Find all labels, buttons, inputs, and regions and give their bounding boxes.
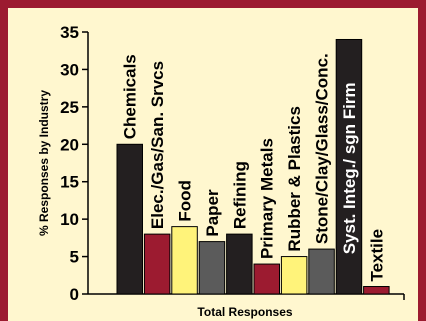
- category-label: Textile: [367, 229, 386, 282]
- category-label: Stone/Clay/Glass/Conc.: [313, 53, 332, 244]
- category-label: Primary Metals: [258, 138, 277, 259]
- category-label: Chemicals: [121, 54, 140, 139]
- y-tick-label: 15: [60, 173, 79, 192]
- category-label: Rubber & Plastics: [285, 106, 304, 252]
- bar: [363, 286, 390, 295]
- category-label: Elec./Gas/San. Srvcs: [148, 61, 167, 229]
- y-tick-label: 30: [60, 60, 79, 79]
- x-axis-label: Total Responses: [197, 305, 292, 319]
- bar: [171, 226, 198, 295]
- y-tick-label: 0: [70, 285, 79, 304]
- bar: [198, 241, 226, 295]
- y-axis-label: % Responses by Industry: [37, 90, 51, 236]
- y-tick-label: 20: [60, 135, 79, 154]
- y-tick-label: 35: [60, 23, 79, 42]
- category-label: Refining: [230, 161, 249, 229]
- bar: [143, 233, 171, 295]
- bar: [226, 233, 253, 295]
- bar: [335, 38, 363, 295]
- category-labels: Chemicals Elec./Gas/San. Srvcs Food Paper Re…: [121, 53, 387, 281]
- y-tick-label: 10: [60, 210, 79, 229]
- y-tick-label: 5: [70, 248, 79, 267]
- bars: [116, 38, 390, 295]
- y-tick-label: 25: [60, 98, 79, 117]
- bar: [280, 256, 308, 295]
- bar: [308, 248, 335, 295]
- category-label: Paper: [203, 189, 222, 237]
- category-label: Syst. Integ./ sgn Firm: [340, 82, 359, 254]
- y-tick-labels: 0 5 10 15 20 25 30 35: [60, 23, 79, 304]
- bar: [116, 143, 143, 295]
- bar: [253, 263, 280, 295]
- category-label: Food: [176, 180, 195, 222]
